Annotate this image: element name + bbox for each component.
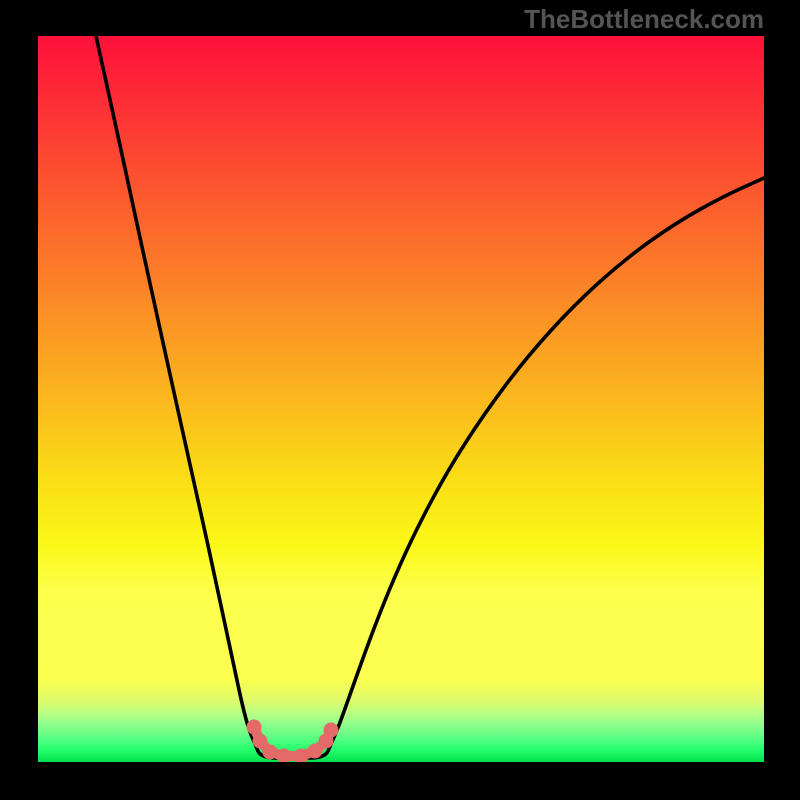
plot-area: [38, 36, 764, 762]
chart-stage: TheBottleneck.com: [0, 0, 800, 800]
marker-dot: [263, 745, 278, 760]
v-curve: [96, 36, 764, 758]
marker-dot: [247, 720, 262, 735]
curve-layer: [38, 36, 764, 762]
watermark-text: TheBottleneck.com: [524, 4, 764, 35]
marker-dot: [324, 723, 339, 738]
